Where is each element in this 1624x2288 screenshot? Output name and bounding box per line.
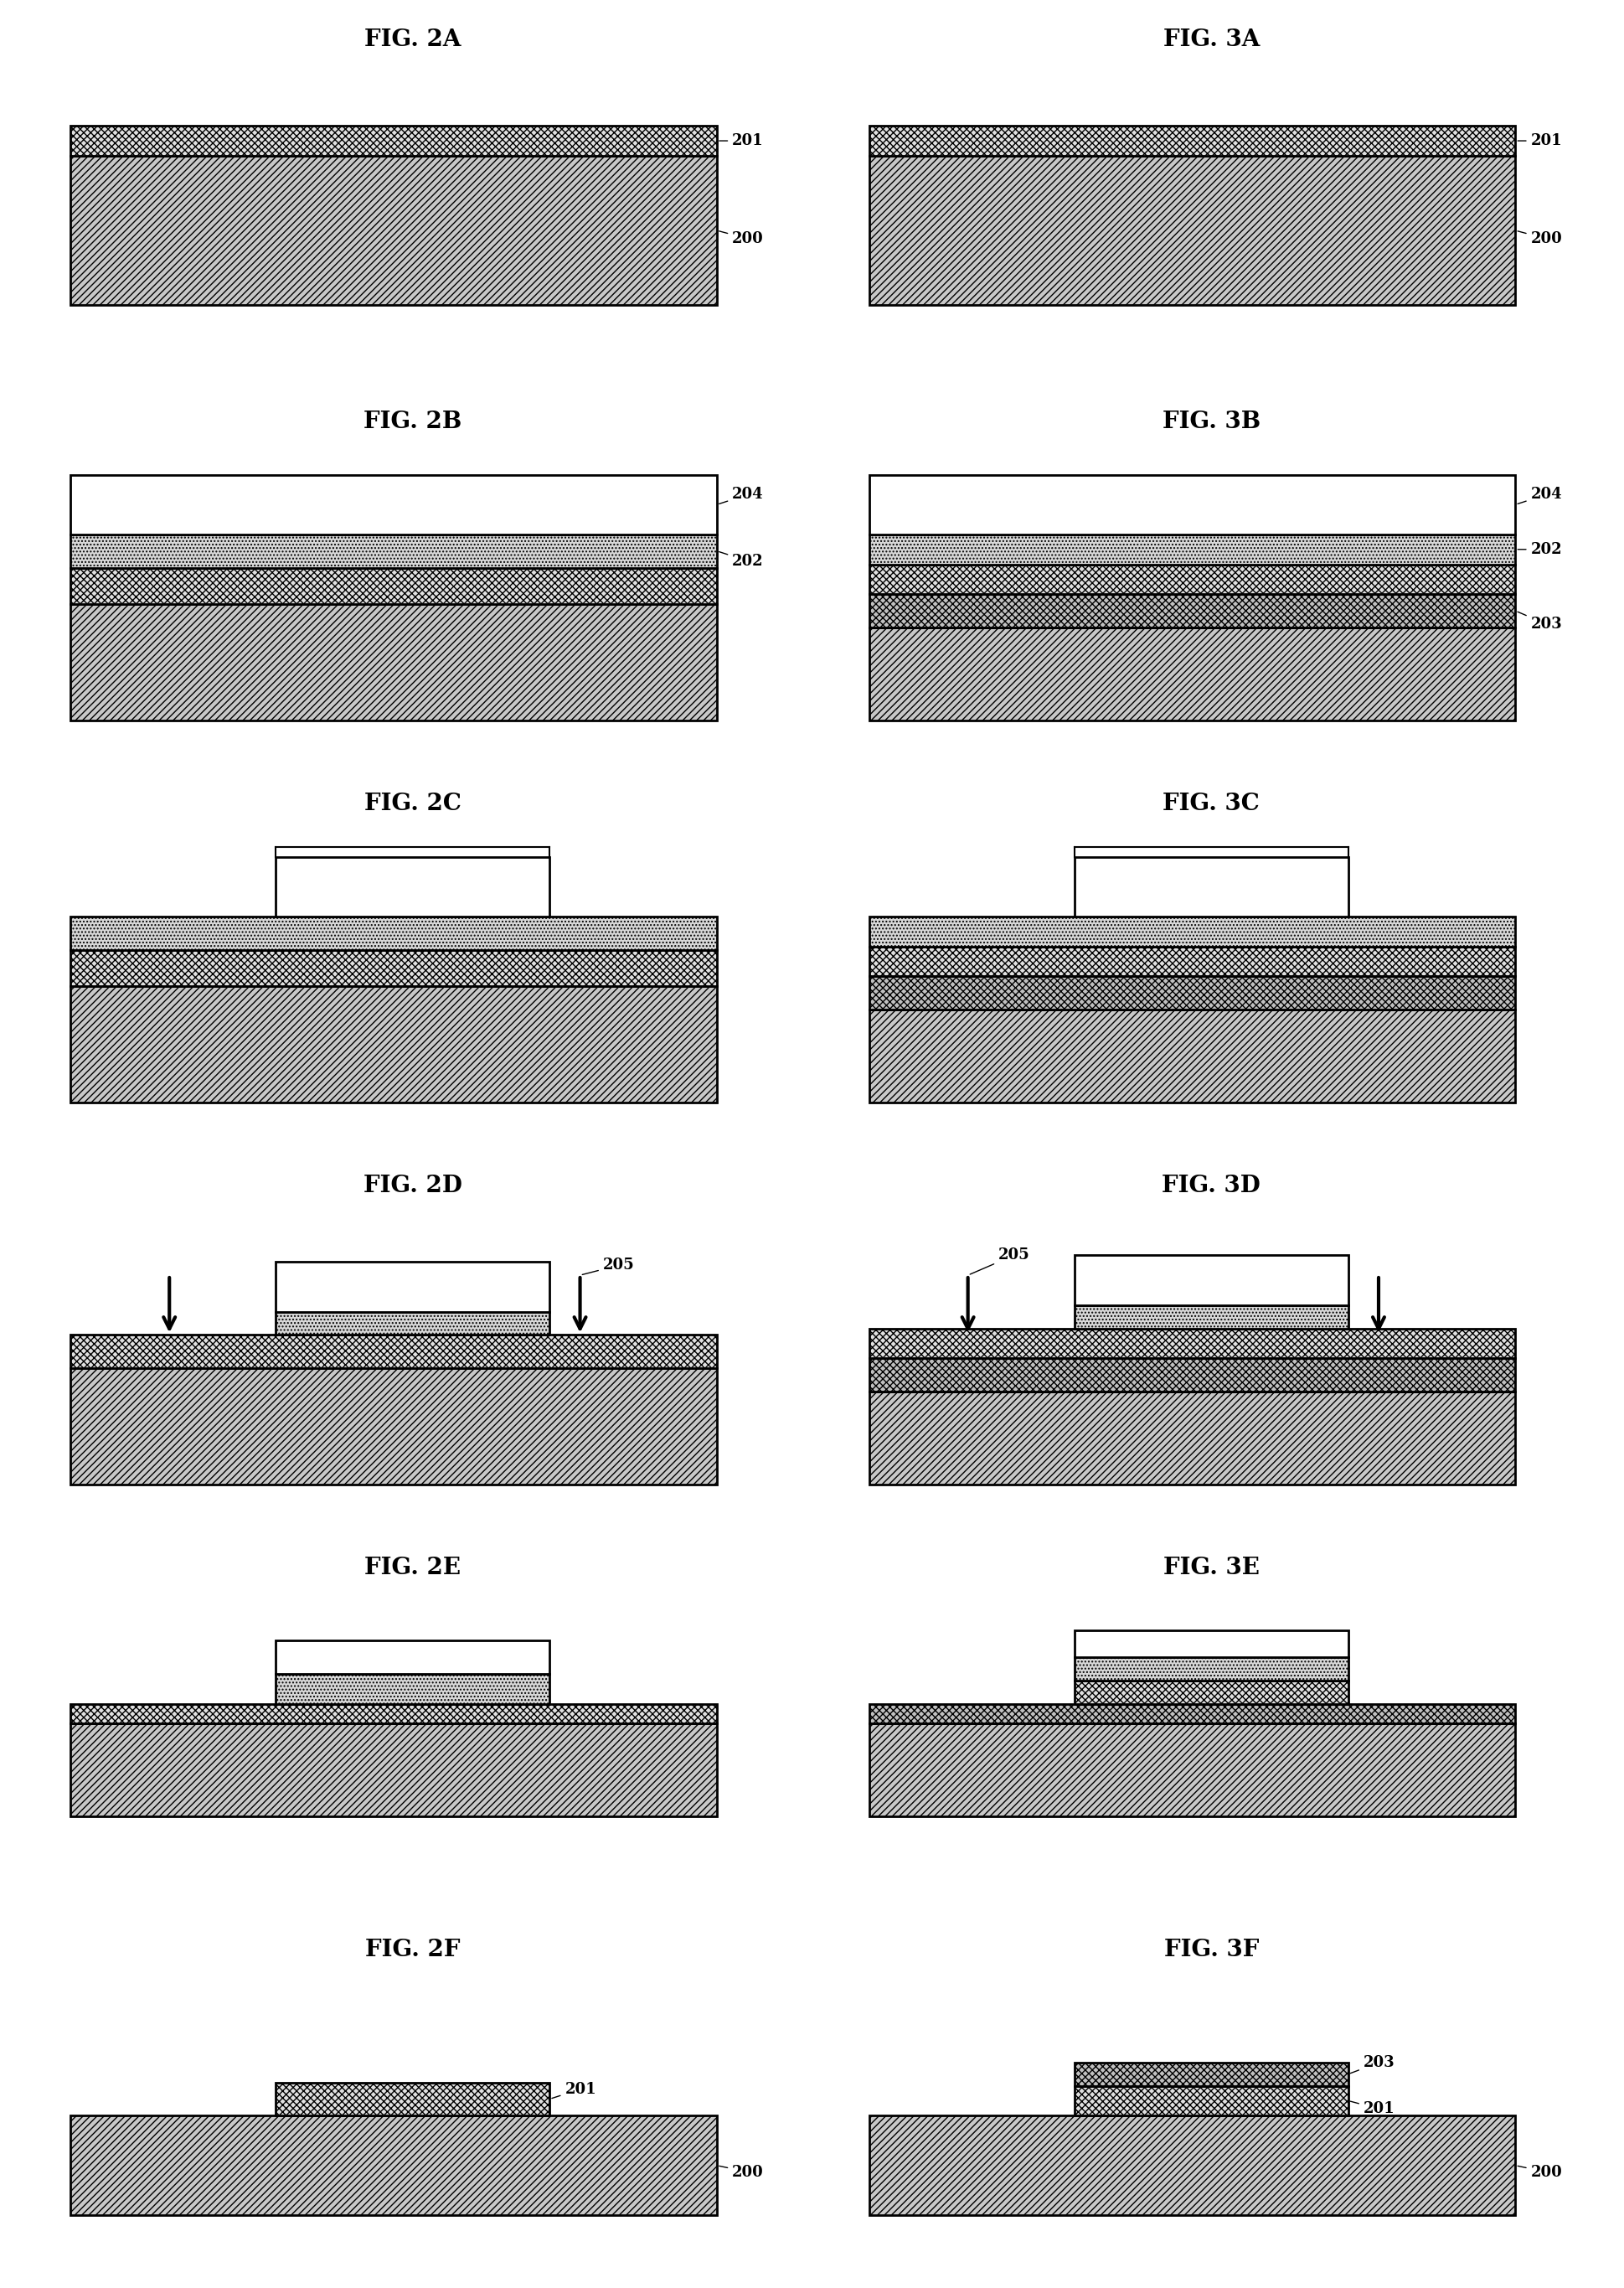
Text: 205: 205 xyxy=(583,1258,635,1274)
Text: 205: 205 xyxy=(970,1247,1030,1274)
Bar xyxy=(869,917,1515,947)
Text: 201: 201 xyxy=(719,133,763,149)
Bar xyxy=(276,856,549,917)
Text: FIG. 3F: FIG. 3F xyxy=(1164,1938,1259,1961)
Bar xyxy=(276,1675,549,1705)
Text: FIG. 3E: FIG. 3E xyxy=(1163,1556,1259,1579)
Text: FIG. 3B: FIG. 3B xyxy=(1163,410,1260,432)
Text: 200: 200 xyxy=(1518,2164,1562,2180)
Bar xyxy=(70,2116,716,2215)
Bar xyxy=(276,2082,549,2116)
Text: FIG. 2E: FIG. 2E xyxy=(364,1556,461,1579)
Text: 202: 202 xyxy=(1518,542,1562,556)
Text: FIG. 3D: FIG. 3D xyxy=(1161,1174,1260,1197)
Text: FIG. 2F: FIG. 2F xyxy=(365,1938,460,1961)
Bar xyxy=(1075,2061,1348,2087)
Text: FIG. 2C: FIG. 2C xyxy=(364,792,461,815)
Bar xyxy=(869,156,1515,304)
Text: 201: 201 xyxy=(1518,133,1562,149)
Bar xyxy=(276,1640,549,1675)
Bar xyxy=(1075,856,1348,917)
Bar xyxy=(869,595,1515,627)
Bar xyxy=(869,947,1515,977)
Text: 201: 201 xyxy=(552,2082,596,2098)
Text: FIG. 2D: FIG. 2D xyxy=(364,1174,463,1197)
Bar xyxy=(869,2116,1515,2215)
Text: 200: 200 xyxy=(719,2164,763,2180)
Text: FIG. 3A: FIG. 3A xyxy=(1163,27,1260,50)
Text: FIG. 2B: FIG. 2B xyxy=(364,410,461,432)
Bar xyxy=(70,950,716,986)
Bar xyxy=(70,1368,716,1485)
Bar xyxy=(869,1705,1515,1723)
Bar xyxy=(70,604,716,721)
Text: FIG. 3C: FIG. 3C xyxy=(1163,792,1260,815)
Bar xyxy=(70,1723,716,1817)
Bar xyxy=(70,1705,716,1723)
Text: 203: 203 xyxy=(1517,611,1562,631)
Bar xyxy=(70,474,716,535)
Bar xyxy=(869,977,1515,1009)
Bar xyxy=(70,1334,716,1368)
Bar xyxy=(276,1263,549,1311)
Bar xyxy=(869,1723,1515,1817)
Bar xyxy=(1075,1657,1348,1679)
Bar xyxy=(70,535,716,567)
Text: FIG. 2A: FIG. 2A xyxy=(364,27,461,50)
Bar xyxy=(1075,1304,1348,1329)
Bar xyxy=(869,1391,1515,1485)
Bar xyxy=(869,474,1515,535)
Bar xyxy=(1075,1631,1348,1657)
Bar xyxy=(869,1359,1515,1391)
Bar xyxy=(70,126,716,156)
Text: 204: 204 xyxy=(719,487,763,503)
Text: 202: 202 xyxy=(719,551,763,567)
Bar xyxy=(869,1009,1515,1103)
Bar xyxy=(869,1329,1515,1359)
Bar xyxy=(1075,1256,1348,1304)
Bar xyxy=(869,565,1515,595)
Bar xyxy=(70,156,716,304)
Bar xyxy=(70,917,716,950)
Bar xyxy=(70,567,716,604)
Bar xyxy=(1075,1679,1348,1705)
Text: 200: 200 xyxy=(1518,231,1562,247)
Bar xyxy=(869,126,1515,156)
Bar xyxy=(276,1311,549,1334)
Bar xyxy=(70,986,716,1103)
Text: 203: 203 xyxy=(1350,2055,1395,2073)
Bar xyxy=(869,627,1515,721)
Text: 201: 201 xyxy=(1351,2100,1395,2116)
Text: 204: 204 xyxy=(1518,487,1562,503)
Text: 200: 200 xyxy=(719,231,763,247)
Bar xyxy=(1075,2087,1348,2116)
Bar xyxy=(869,535,1515,565)
